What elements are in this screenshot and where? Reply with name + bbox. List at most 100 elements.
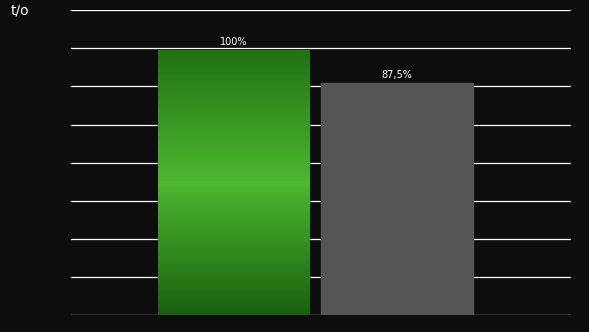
Bar: [158, 211, 310, 213]
Bar: [158, 142, 310, 144]
Bar: [158, 269, 310, 271]
Bar: [158, 134, 310, 136]
Bar: [158, 223, 310, 225]
Bar: [158, 287, 310, 289]
Bar: [158, 244, 310, 246]
Bar: [158, 159, 310, 161]
Bar: [158, 69, 310, 71]
Bar: [158, 308, 310, 310]
Bar: [158, 115, 310, 117]
Bar: [158, 253, 310, 255]
Bar: [158, 204, 310, 206]
Bar: [158, 94, 310, 96]
Bar: [158, 166, 310, 168]
Bar: [158, 49, 310, 51]
Bar: [158, 312, 310, 314]
Bar: [158, 73, 310, 75]
Bar: [158, 230, 310, 232]
Bar: [158, 161, 310, 163]
Bar: [158, 264, 310, 266]
Bar: [158, 96, 310, 98]
Bar: [158, 124, 310, 126]
Bar: [158, 152, 310, 154]
Bar: [158, 113, 310, 115]
Bar: [158, 206, 310, 208]
Bar: [158, 150, 310, 152]
Bar: [158, 99, 310, 101]
Bar: [158, 195, 310, 197]
Bar: [158, 108, 310, 110]
Bar: [158, 251, 310, 253]
Bar: [158, 260, 310, 262]
Bar: [158, 239, 310, 241]
Bar: [158, 209, 310, 211]
Bar: [158, 255, 310, 257]
Bar: [158, 58, 310, 60]
Bar: [158, 297, 310, 299]
Bar: [158, 234, 310, 236]
Bar: [158, 170, 310, 172]
Bar: [158, 112, 310, 114]
Bar: [158, 276, 310, 278]
Bar: [158, 97, 310, 99]
Bar: [158, 193, 310, 195]
Bar: [158, 296, 310, 298]
Bar: [158, 90, 310, 92]
Bar: [158, 301, 310, 303]
Bar: [158, 179, 310, 181]
Bar: [158, 289, 310, 290]
Bar: [158, 299, 310, 301]
Bar: [158, 145, 310, 147]
Bar: [158, 280, 310, 282]
Bar: [158, 158, 310, 160]
Text: 100%: 100%: [220, 37, 248, 47]
Bar: [158, 246, 310, 248]
Bar: [158, 175, 310, 177]
Bar: [158, 83, 310, 85]
Bar: [158, 55, 310, 57]
Bar: [158, 53, 310, 55]
Bar: [158, 310, 310, 312]
Bar: [158, 186, 310, 188]
Bar: [158, 156, 310, 158]
Bar: [158, 228, 310, 230]
Bar: [158, 218, 310, 220]
Bar: [158, 140, 310, 142]
Bar: [158, 267, 310, 269]
Text: t/o: t/o: [11, 4, 29, 18]
Bar: [158, 207, 310, 209]
Bar: [158, 92, 310, 94]
Bar: [158, 87, 310, 89]
Bar: [158, 177, 310, 179]
Bar: [158, 103, 310, 105]
Bar: [158, 219, 310, 221]
Bar: [158, 174, 310, 176]
Bar: [158, 306, 310, 308]
Bar: [158, 105, 310, 107]
Bar: [158, 282, 310, 284]
Bar: [158, 241, 310, 243]
Bar: [158, 101, 310, 103]
Bar: [158, 80, 310, 82]
Bar: [158, 62, 310, 64]
Bar: [158, 197, 310, 199]
Bar: [158, 232, 310, 234]
Bar: [158, 85, 310, 87]
Bar: [158, 168, 310, 170]
Bar: [158, 136, 310, 138]
Bar: [158, 221, 310, 223]
Bar: [158, 131, 310, 133]
Bar: [158, 278, 310, 280]
Bar: [158, 202, 310, 204]
Bar: [158, 214, 310, 216]
Bar: [158, 51, 310, 53]
Bar: [158, 138, 310, 140]
Bar: [158, 257, 310, 259]
Bar: [158, 89, 310, 91]
Bar: [158, 78, 310, 80]
Bar: [158, 266, 310, 268]
Bar: [158, 172, 310, 174]
Bar: [158, 290, 310, 292]
Bar: [158, 129, 310, 131]
Bar: [158, 106, 310, 108]
